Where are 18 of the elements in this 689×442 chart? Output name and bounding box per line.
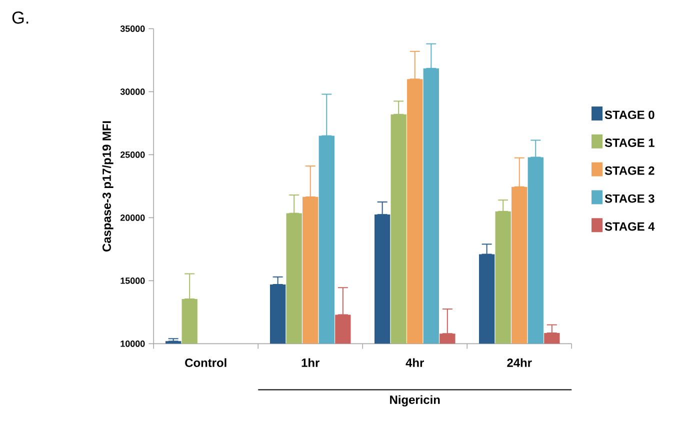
y-tick-label: 30000 bbox=[120, 88, 145, 95]
text: Nigericin bbox=[390, 395, 440, 406]
x-tick-label: Control bbox=[185, 358, 226, 367]
y-tick-label: 35000 bbox=[120, 26, 145, 32]
y-tick-label: 25000 bbox=[120, 152, 145, 158]
y-tick-label: 10000 bbox=[120, 340, 145, 347]
y-tick-label: 15000 bbox=[120, 278, 145, 284]
legend-label: STAGE 2 bbox=[604, 166, 654, 175]
legend-label: STAGE 3 bbox=[604, 194, 654, 203]
x-tick-label: 1hr bbox=[302, 358, 320, 367]
legend-label: STAGE 0 bbox=[604, 110, 654, 120]
y-axis-title: Caspase-3 p17/p19 MFI bbox=[102, 121, 114, 252]
legend-label: STAGE 4 bbox=[604, 222, 655, 231]
legend-label: STAGE 1 bbox=[604, 138, 654, 147]
y-tick-label: 20000 bbox=[120, 214, 145, 221]
x-tick-label: 4hr bbox=[406, 358, 424, 367]
x-tick-label: 24hr bbox=[507, 358, 532, 367]
text: G. bbox=[12, 12, 28, 24]
